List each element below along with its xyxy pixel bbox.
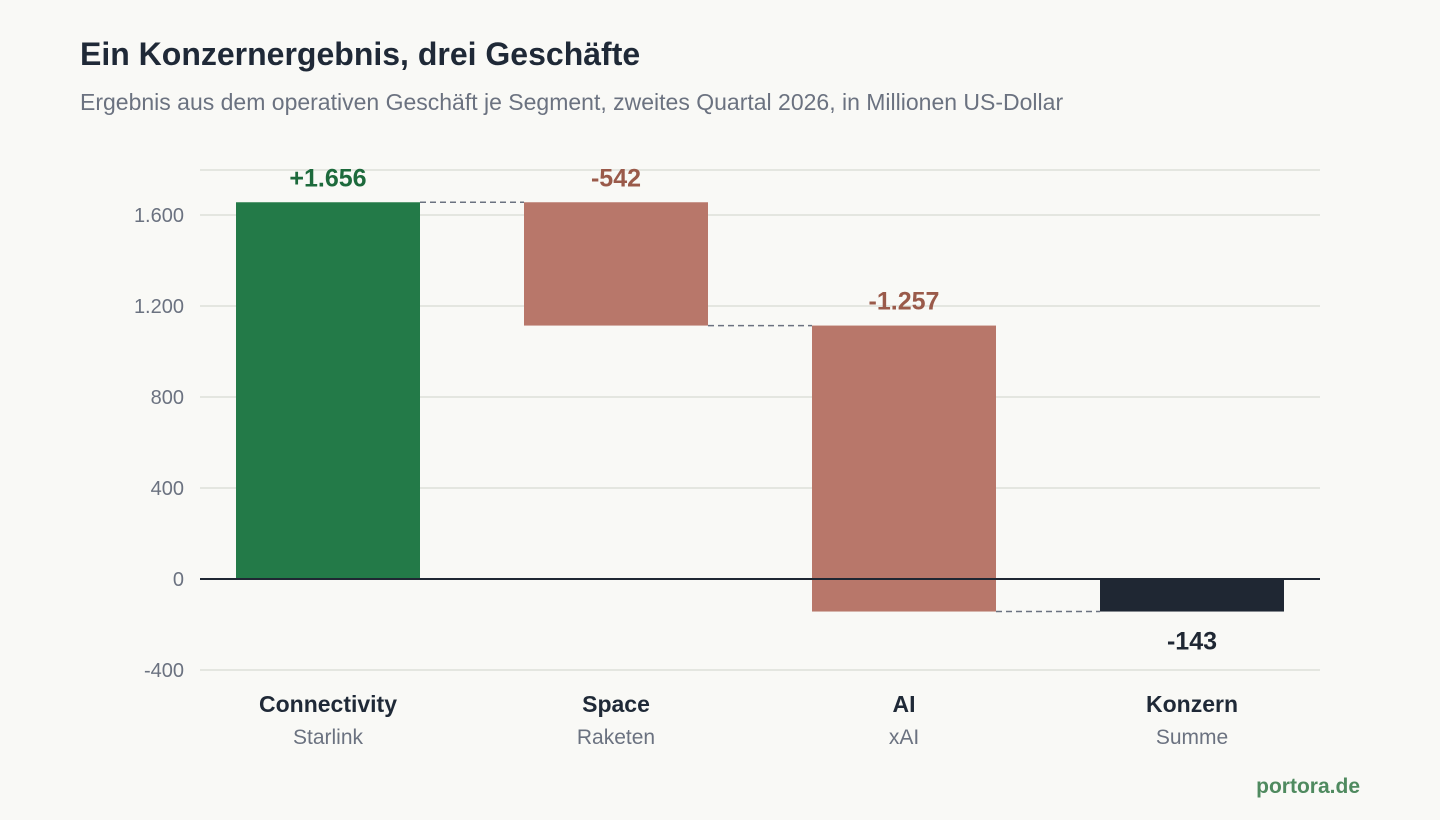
- y-tick-label: 800: [151, 387, 184, 409]
- bar-connectivity: [236, 202, 420, 579]
- category-sublabel: Raketen: [577, 726, 655, 749]
- y-tick-label: 1.600: [134, 205, 184, 227]
- chart-subtitle: Ergebnis aus dem operativen Geschäft je …: [80, 89, 1064, 115]
- value-label: -1.257: [869, 288, 940, 316]
- bar-konzern: [1100, 579, 1284, 612]
- value-label: -143: [1167, 628, 1217, 656]
- category-label: Space: [582, 691, 650, 717]
- category-sublabel: xAI: [889, 726, 919, 749]
- y-tick-label: 1.200: [134, 296, 184, 318]
- category-label: AI: [893, 691, 916, 717]
- y-tick-label: 400: [151, 478, 184, 500]
- value-label: +1.656: [289, 164, 366, 192]
- y-tick-label: -400: [144, 660, 184, 682]
- y-tick-label: 0: [173, 569, 184, 591]
- value-label: -542: [591, 164, 641, 192]
- category-sublabel: Starlink: [293, 726, 364, 749]
- brand-link[interactable]: portora.de: [1256, 775, 1360, 798]
- category-label: Konzern: [1146, 691, 1238, 717]
- category-label: Connectivity: [259, 691, 397, 717]
- category-sublabel: Summe: [1156, 726, 1228, 749]
- bar-space: [524, 202, 708, 326]
- chart-title: Ein Konzernergebnis, drei Geschäfte: [80, 36, 641, 72]
- bar-ai: [812, 325, 996, 612]
